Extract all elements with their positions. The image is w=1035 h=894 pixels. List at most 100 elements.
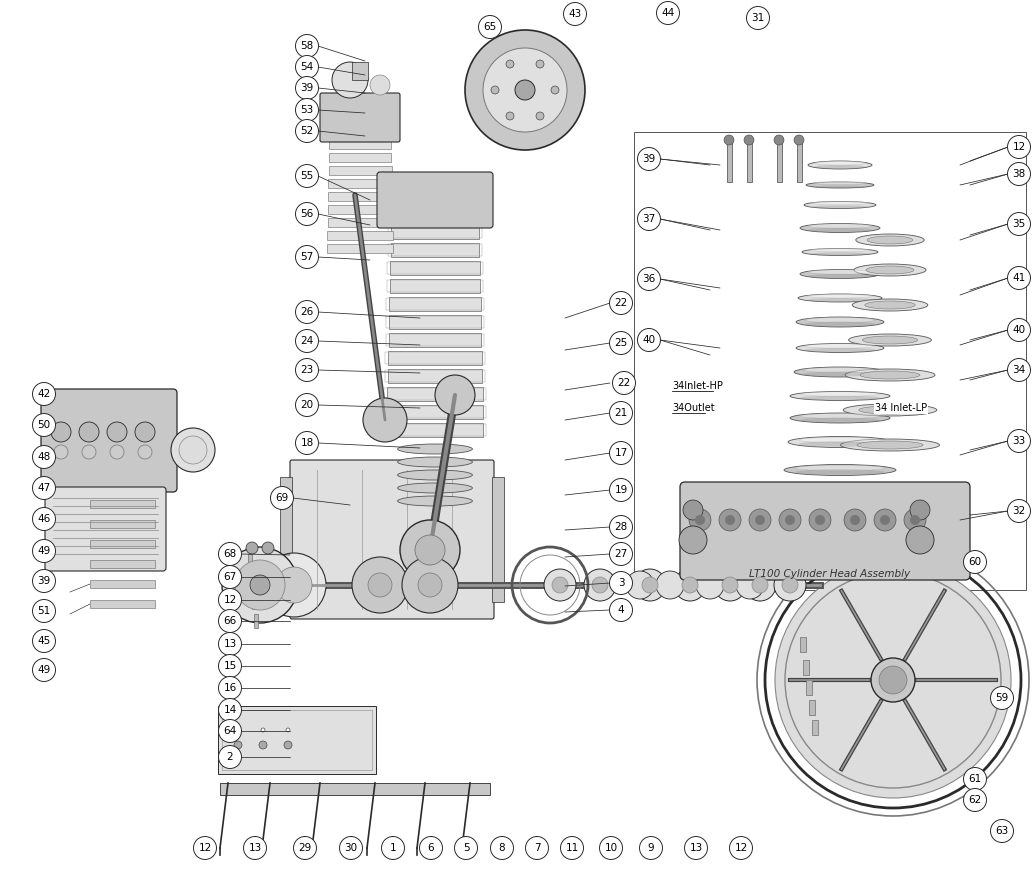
Circle shape (526, 837, 549, 859)
Circle shape (32, 659, 56, 681)
Circle shape (774, 569, 806, 601)
Bar (387, 405, 483, 419)
Circle shape (544, 569, 576, 601)
Circle shape (610, 478, 632, 502)
Circle shape (785, 515, 795, 525)
Circle shape (32, 569, 56, 593)
Circle shape (730, 837, 752, 859)
Ellipse shape (809, 249, 870, 252)
Circle shape (382, 837, 405, 859)
Ellipse shape (800, 269, 880, 279)
Text: 40: 40 (1012, 325, 1026, 335)
Text: 13: 13 (224, 639, 237, 649)
Text: 36: 36 (643, 274, 655, 284)
Text: 68: 68 (224, 549, 237, 559)
Circle shape (744, 135, 755, 145)
Circle shape (879, 666, 907, 694)
FancyBboxPatch shape (680, 482, 970, 580)
Circle shape (1007, 163, 1031, 185)
Bar (384, 388, 485, 400)
Circle shape (626, 571, 654, 599)
Text: 39: 39 (37, 576, 51, 586)
Circle shape (613, 372, 635, 394)
Text: 5: 5 (463, 843, 469, 853)
Circle shape (880, 515, 890, 525)
Circle shape (218, 543, 241, 566)
Text: 63: 63 (996, 826, 1009, 836)
Text: 3: 3 (618, 578, 624, 588)
Bar (328, 205, 392, 214)
Circle shape (719, 509, 741, 531)
Ellipse shape (795, 465, 885, 471)
Ellipse shape (800, 392, 880, 396)
Bar (385, 370, 485, 382)
Bar (90, 500, 155, 508)
Text: 52: 52 (300, 126, 314, 136)
Text: 38: 38 (1012, 169, 1026, 179)
Circle shape (218, 632, 241, 655)
Ellipse shape (806, 182, 874, 188)
Circle shape (1007, 136, 1031, 158)
Text: 18: 18 (300, 438, 314, 448)
Circle shape (51, 422, 71, 442)
Circle shape (246, 542, 258, 554)
Text: 39: 39 (300, 83, 314, 93)
Ellipse shape (809, 252, 870, 256)
Bar (387, 387, 482, 401)
Circle shape (296, 35, 319, 57)
Bar (352, 62, 368, 80)
Bar (387, 280, 483, 292)
Circle shape (296, 77, 319, 99)
Text: 25: 25 (615, 338, 627, 348)
Circle shape (1007, 266, 1031, 290)
Circle shape (724, 515, 735, 525)
Bar (328, 179, 392, 188)
Circle shape (276, 567, 312, 603)
Text: 15: 15 (224, 661, 237, 671)
Circle shape (610, 332, 632, 355)
Circle shape (235, 560, 285, 610)
Text: 49: 49 (37, 665, 51, 675)
Circle shape (774, 135, 783, 145)
Bar (90, 560, 155, 568)
Circle shape (284, 741, 292, 749)
Bar (252, 595, 256, 609)
Bar (327, 231, 392, 240)
Circle shape (724, 135, 734, 145)
Ellipse shape (800, 224, 880, 232)
Text: 65: 65 (483, 22, 497, 32)
Circle shape (964, 789, 986, 812)
Bar (221, 710, 372, 770)
Bar (90, 600, 155, 608)
Bar (390, 243, 479, 257)
Circle shape (296, 120, 319, 142)
Circle shape (640, 837, 662, 859)
Text: 69: 69 (275, 493, 289, 503)
Circle shape (506, 60, 514, 68)
Circle shape (610, 516, 632, 538)
Circle shape (536, 60, 544, 68)
Circle shape (610, 543, 632, 566)
Bar (492, 477, 504, 602)
Ellipse shape (397, 496, 472, 506)
Circle shape (465, 30, 585, 150)
Ellipse shape (805, 348, 876, 352)
Bar (328, 166, 391, 175)
Circle shape (270, 486, 294, 510)
Ellipse shape (790, 413, 890, 423)
Bar (386, 334, 484, 346)
Bar (389, 315, 481, 329)
Text: 20: 20 (300, 400, 314, 410)
Bar (797, 142, 802, 182)
Circle shape (107, 422, 127, 442)
Text: 12: 12 (224, 595, 237, 605)
Circle shape (339, 837, 362, 859)
Ellipse shape (806, 298, 874, 302)
Circle shape (696, 571, 724, 599)
Circle shape (638, 207, 660, 231)
Circle shape (402, 557, 459, 613)
Circle shape (674, 569, 706, 601)
Circle shape (286, 728, 290, 732)
Bar (389, 297, 480, 311)
Ellipse shape (397, 457, 472, 467)
